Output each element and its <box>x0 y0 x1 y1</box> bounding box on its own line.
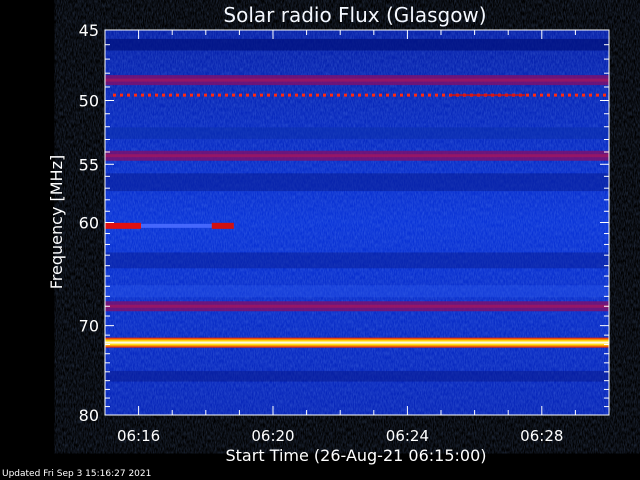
interference-pulse <box>589 93 592 97</box>
interference-pulse <box>211 93 214 97</box>
interference-pulse <box>407 93 410 97</box>
interference-pulse <box>372 93 375 97</box>
interference-pulse <box>260 93 263 97</box>
spectral-features <box>105 75 609 348</box>
background-band <box>105 127 609 139</box>
chart-title: Solar radio Flux (Glasgow) <box>223 3 486 27</box>
interference-pulse <box>127 93 130 97</box>
interference-pulse <box>323 93 326 97</box>
interference-pulse <box>582 93 585 97</box>
background-band <box>105 370 609 382</box>
interference-pulse <box>330 93 333 97</box>
carrier-line <box>105 337 609 348</box>
interference-pulse <box>232 93 235 97</box>
interference-pulse <box>274 93 277 97</box>
continuous-band-core <box>105 154 609 158</box>
x-tick-label: 06:16 <box>117 427 160 445</box>
interference-pulse <box>400 93 403 97</box>
background-band <box>105 252 609 269</box>
x-tick-label: 06:20 <box>251 427 294 445</box>
interference-pulse <box>379 93 382 97</box>
interference-pulse <box>288 93 291 97</box>
interference-pulse <box>351 93 354 97</box>
y-tick-label: 80 <box>79 406 99 425</box>
interference-pulse <box>393 93 396 97</box>
y-tick-label: 45 <box>79 21 99 40</box>
y-tick-label: 70 <box>79 317 99 336</box>
interference-pulse <box>162 93 165 97</box>
interference-segment <box>450 94 525 97</box>
interference-pulse <box>204 93 207 97</box>
interference-pulse <box>183 93 186 97</box>
interference-pulse <box>414 93 417 97</box>
interference-pulse <box>302 93 305 97</box>
background-band <box>105 285 609 298</box>
interference-pulse <box>435 93 438 97</box>
interference-pulse <box>267 93 270 97</box>
interference-pulse <box>442 93 445 97</box>
interference-pulse <box>155 93 158 97</box>
interference-pulse <box>141 93 144 97</box>
y-tick-label: 50 <box>79 92 99 111</box>
interference-pulse <box>316 93 319 97</box>
interference-pulse <box>197 93 200 97</box>
y-axis-label: Frequency [MHz] <box>47 155 66 289</box>
interference-trail <box>141 223 234 228</box>
interference-pulse <box>596 93 599 97</box>
interference-pulse <box>239 93 242 97</box>
y-tick-label: 55 <box>79 155 99 174</box>
background-band <box>105 173 609 192</box>
x-tick-label: 06:24 <box>386 427 429 445</box>
interference-pulse <box>568 93 571 97</box>
spectral-bands <box>105 38 609 382</box>
x-axis: 06:16 06:20 06:24 06:28 <box>104 30 610 445</box>
interference-pulse <box>309 93 312 97</box>
y-axis: 45 50 55 60 70 80 <box>79 21 609 425</box>
y-tick-label: 60 <box>79 214 99 233</box>
interference-pulse <box>176 93 179 97</box>
interference-burst <box>105 222 141 229</box>
interference-pulse <box>547 93 550 97</box>
interference-burst <box>211 222 234 229</box>
interference-pulse <box>295 93 298 97</box>
x-axis-label: Start Time (26-Aug-21 06:15:00) <box>226 446 487 465</box>
interference-pulse <box>113 93 116 97</box>
interference-pulse <box>358 93 361 97</box>
interference-pulse <box>533 93 536 97</box>
interference-pulse <box>575 93 578 97</box>
interference-pulse <box>148 93 151 97</box>
interference-pulse <box>134 93 137 97</box>
interference-pulse <box>386 93 389 97</box>
interference-pulse <box>190 93 193 97</box>
interference-pulse <box>540 93 543 97</box>
x-tick-label: 06:28 <box>520 427 563 445</box>
continuous-band-core <box>105 304 609 308</box>
interference-pulse <box>218 93 221 97</box>
background-band <box>105 38 609 51</box>
continuous-band-core <box>105 78 609 82</box>
interference-pulse <box>603 93 606 97</box>
interference-pulse <box>344 93 347 97</box>
interference-pulse <box>428 93 431 97</box>
interference-pulse <box>169 93 172 97</box>
interference-pulse <box>225 93 228 97</box>
interference-pulse <box>337 93 340 97</box>
interference-pulse <box>365 93 368 97</box>
interference-pulse <box>561 93 564 97</box>
interference-pulse <box>253 93 256 97</box>
updated-timestamp: Updated Fri Sep 3 15:16:27 2021 <box>2 469 152 479</box>
interference-pulse <box>526 93 529 97</box>
interference-pulse <box>120 93 123 97</box>
interference-pulse <box>246 93 249 97</box>
interference-pulse <box>421 93 424 97</box>
interference-pulse <box>554 93 557 97</box>
plot-area <box>105 30 609 415</box>
interference-pulse <box>281 93 284 97</box>
